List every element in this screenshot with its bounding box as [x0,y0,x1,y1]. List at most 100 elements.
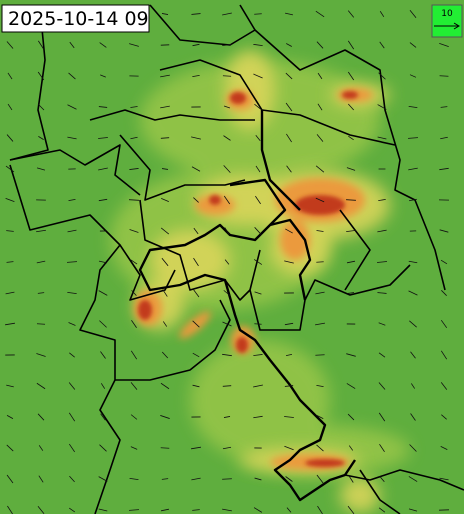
wind-arrow [410,351,416,359]
wind-arrow [255,135,261,141]
wind-arrow [441,290,447,296]
wind-arrow [379,475,385,483]
wind-arrow [36,229,46,233]
wind-arrow [130,106,138,108]
wind-arrow [6,444,14,452]
wind-arrow [6,384,14,388]
wind-arrow [131,320,137,328]
wind-arrow [440,259,448,265]
wind-arrow [99,444,107,452]
wind-arrow [161,197,169,203]
wind-arrow [191,166,201,172]
wind-arrow [408,260,418,264]
wind-arrow [160,74,170,78]
wind-arrow [69,41,75,49]
wind-arrow [223,105,231,109]
wind-arrow [347,40,355,50]
wind-arrow [347,505,355,514]
wind-arrow [6,230,14,232]
wind-arrow [192,288,200,298]
wind-arrow [129,43,139,47]
wind-arrow [347,292,355,294]
wind-arrow [98,106,108,108]
wind-arrow [128,199,140,201]
wind-arrow [439,167,449,171]
wind-arrow [68,507,76,513]
wind-arrow [440,319,448,329]
wind-arrow [6,134,14,142]
wind-arrow [410,413,416,421]
wind-arrow [160,508,170,512]
wind-arrow [192,352,200,358]
wind-arrow [160,415,170,419]
wind-arrow [440,382,448,390]
wind-arrow [253,384,263,388]
wind-arrow [69,475,75,483]
wind-arrow [6,415,14,419]
wind-arrow [222,508,232,512]
wind-arrow [316,415,324,419]
wind-arrow [161,257,169,267]
wind-arrow [284,322,294,326]
wind-arrow [316,261,324,263]
wind-arrow [193,197,199,203]
wind-arrow [129,477,139,481]
wind-arrow [284,12,294,16]
wind-arrow [38,475,44,483]
wind-arrow [223,165,231,173]
wind-arrow [346,383,356,389]
wind-arrow [68,72,76,80]
wind-arrow [130,259,138,265]
wind-arrow [69,352,75,358]
wind-arrow [254,13,262,15]
wind-arrow [222,43,232,47]
wind-arrow [286,43,292,47]
wind-arrow [160,447,170,449]
wind-arrow [128,509,140,511]
borders [4,4,464,514]
wind-arrow [377,292,387,294]
wind-arrow [130,446,138,450]
wind-arrow [254,103,262,111]
wind-arrow [316,230,324,232]
wind-arrow [67,291,77,295]
wind-arrow [376,261,388,263]
wind-arrow [377,136,387,140]
timestamp-box [1,4,150,33]
wind-arrow [191,477,201,481]
wind-arrow [5,165,15,173]
wind-arrow [36,382,46,390]
wind-arrow [67,104,77,110]
wind-arrow [409,10,417,18]
wind-arrow [223,195,231,205]
wind-arrow [5,197,15,203]
wind-arrow [315,10,325,18]
wind-arrow [347,103,355,111]
wind-arrow [440,136,448,140]
wind-arrow [161,13,169,15]
wind-arrow [99,320,107,328]
wind-arrow [222,446,232,450]
wind-arrow [409,74,417,78]
wind-arrow [68,412,76,422]
wind-arrow [348,475,354,483]
wind-arrow [131,290,137,296]
wind-arrow [130,350,138,360]
wind-arrow [317,72,323,80]
wind-arrow [285,102,293,112]
wind-arrow [98,137,108,139]
wind-arrow [408,105,418,109]
wind-arrow [316,384,324,388]
wind-arrow [408,198,418,202]
wind-arrow [224,227,230,235]
wind-arrow [37,292,45,294]
wind-arrow [222,321,232,327]
wind-arrow [441,414,447,420]
wind-arrow [253,507,263,513]
wind-arrow [37,413,45,421]
wind-arrow [224,259,230,265]
wind-arrow [254,477,262,481]
wind-arrow [285,354,293,356]
wind-arrow [7,103,13,111]
